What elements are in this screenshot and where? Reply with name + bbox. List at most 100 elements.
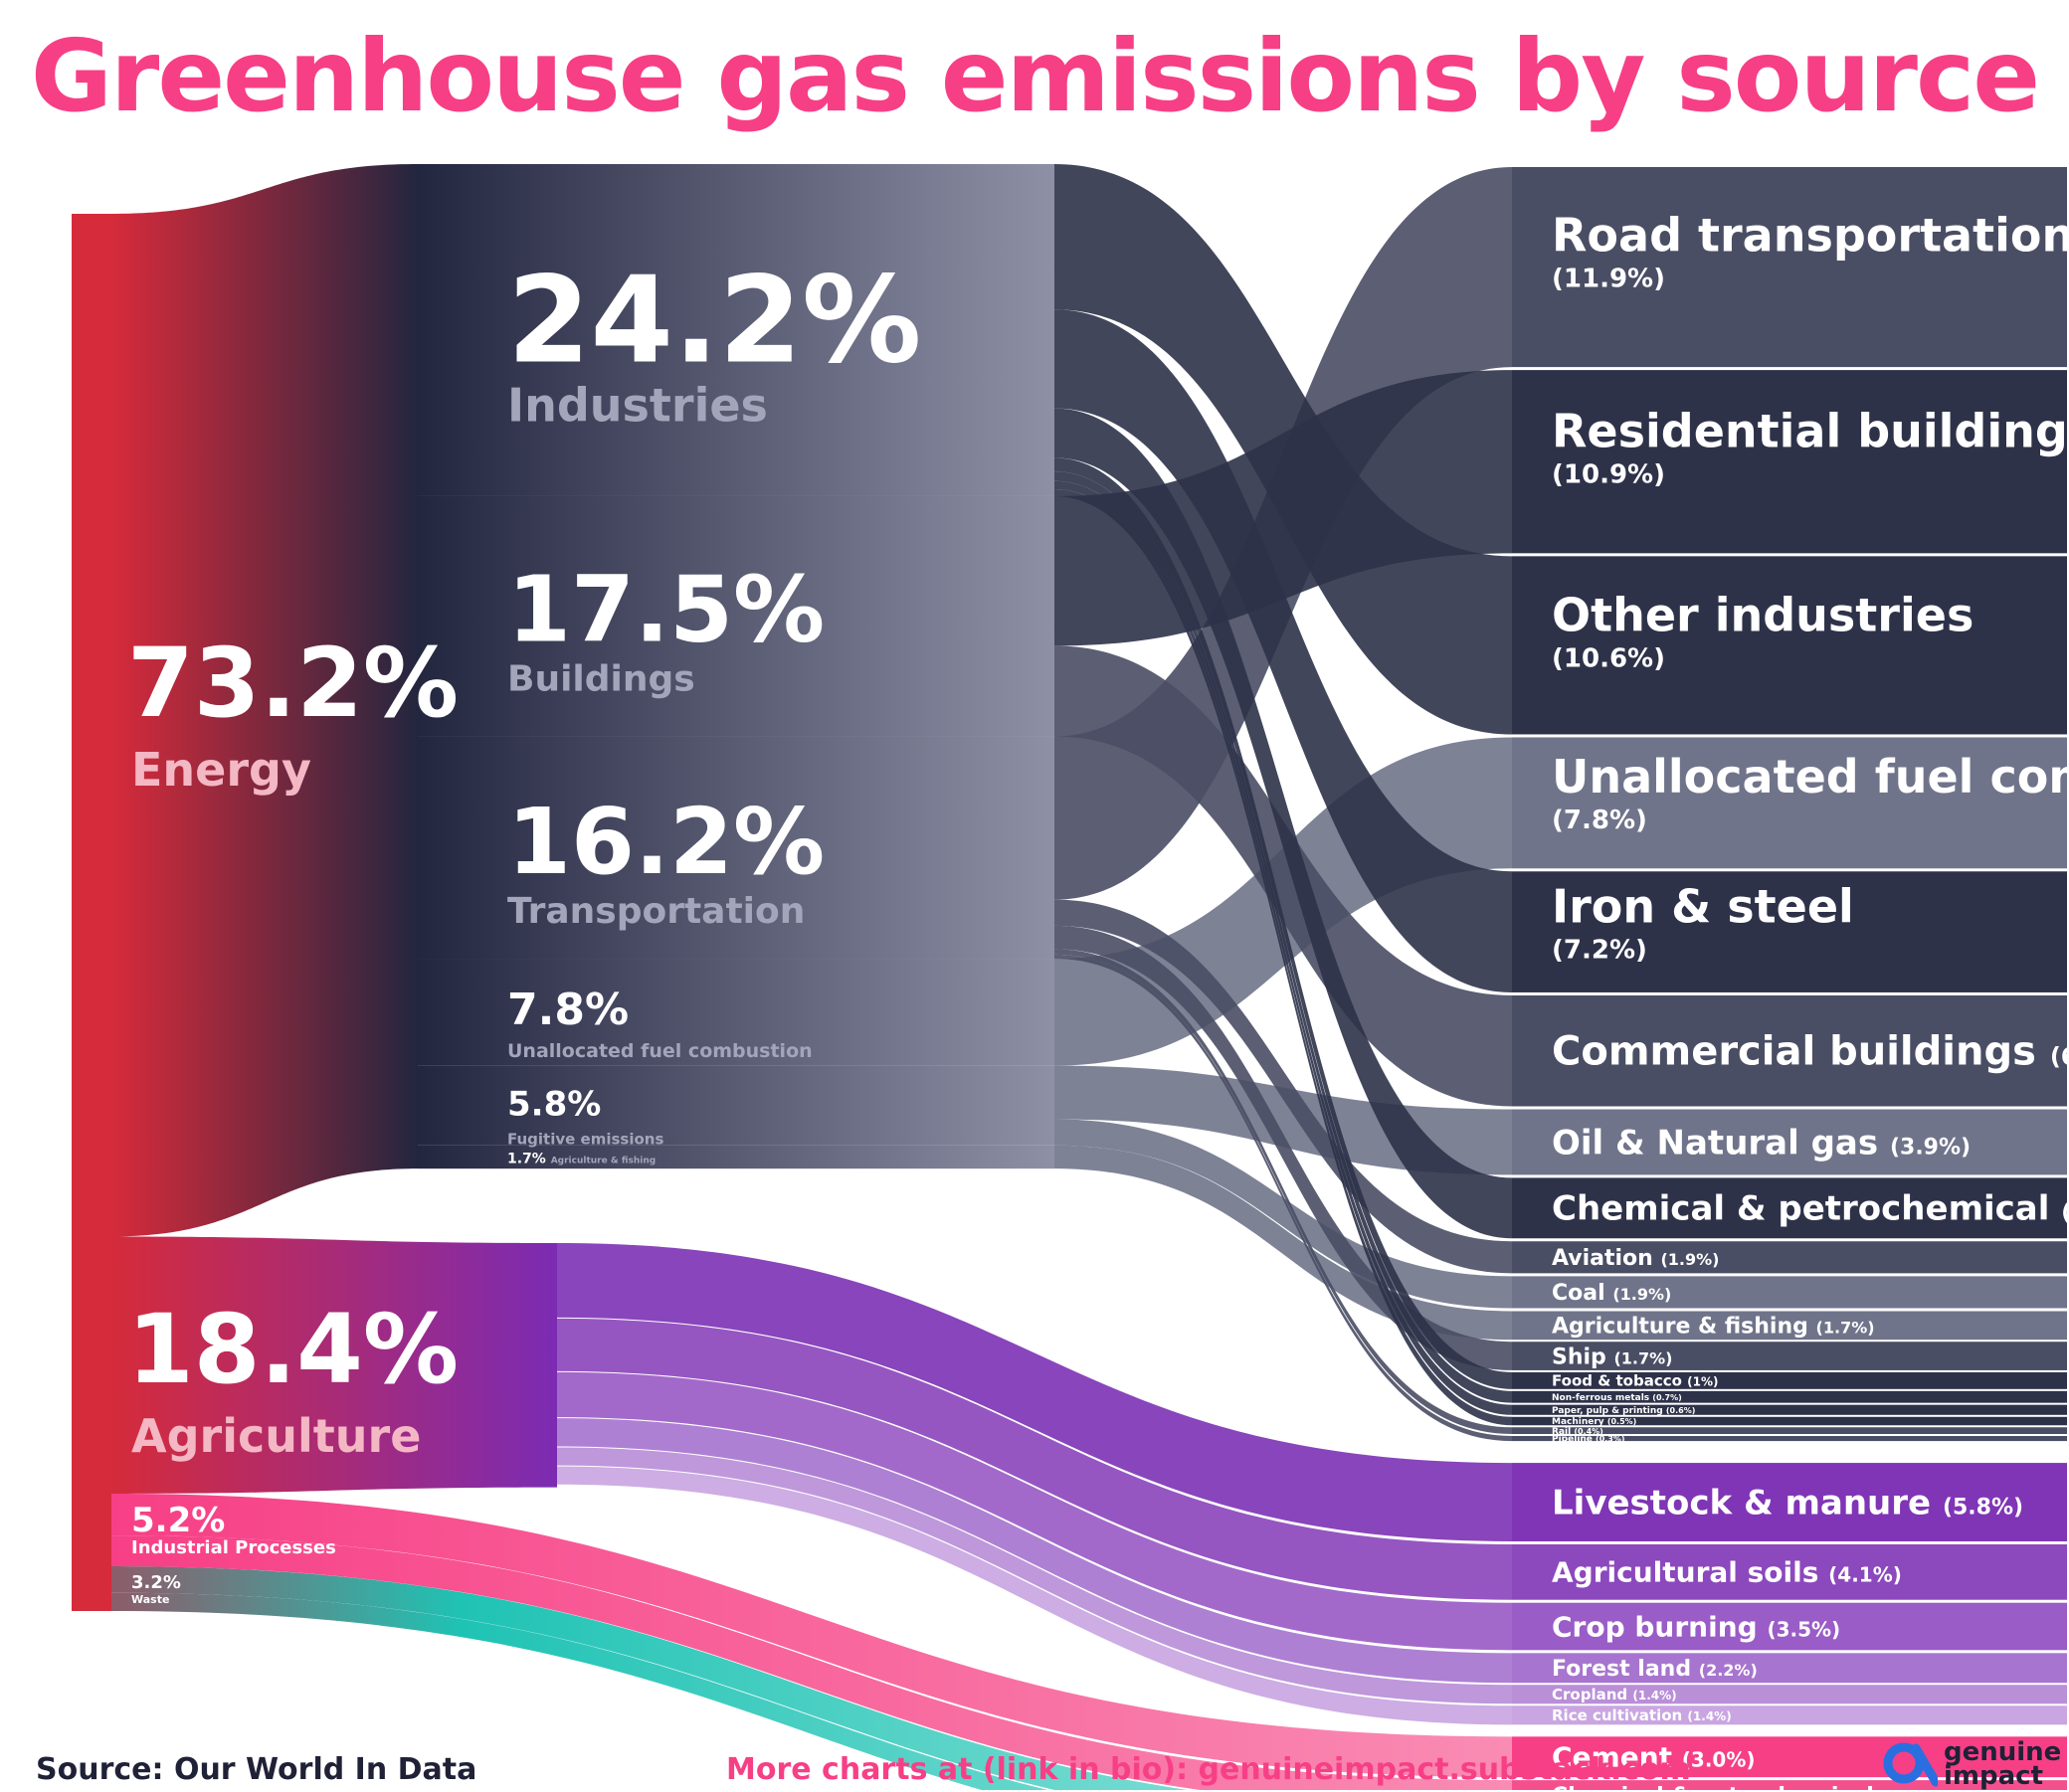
category-name: Ship [1552, 1344, 1613, 1369]
pct-other-industries: (10.6%) [1552, 644, 1665, 674]
category-name: Food & tobacco [1552, 1372, 1687, 1390]
node-pct-fugitive: 5.8% [507, 1084, 601, 1124]
pct-unallocated-fuel-combustion: (7.8%) [1552, 806, 1647, 835]
label-pipeline-17: Pipeline (0.3%) [1552, 1435, 1625, 1445]
category-name: Paper, pulp & printing [1552, 1406, 1666, 1416]
source-column [72, 214, 111, 1611]
node-agfish [418, 1145, 1054, 1169]
category-pct: (1.9%) [1660, 1250, 1719, 1269]
flow-livestock-manure [557, 1243, 1512, 1541]
category-name: Agricultural soils [1552, 1556, 1828, 1589]
flow-chemical-petrochemical-industrial [111, 1535, 1512, 1790]
flow-crop-burning [557, 1371, 1512, 1651]
flow-food-tobacco [1054, 457, 1512, 1389]
category-pct: (0.4%) [1574, 1427, 1603, 1436]
category-pct: (1.4%) [1632, 1689, 1676, 1702]
flow-machinery [1054, 489, 1512, 1426]
brand-line-2: impact [1944, 1761, 2044, 1791]
flow-energy [111, 164, 418, 1237]
label-other-industries: Other industries [1552, 589, 1974, 642]
category-name: Forest land [1552, 1657, 1699, 1682]
brand-line-1: genuine [1944, 1737, 2062, 1767]
node-pct-transportation: 16.2% [507, 789, 825, 895]
pct-road-transportation: (11.9%) [1552, 264, 1665, 293]
brand-name: genuine impact [1944, 1737, 2062, 1791]
category-pct: (1.7%) [1613, 1348, 1672, 1367]
bar-rail-16 [1512, 1427, 2067, 1435]
bar-commercial-buildings-5 [1512, 994, 2067, 1107]
node-pct-unallocated: 7.8% [507, 985, 629, 1035]
pct-iron-steel: (7.2%) [1552, 935, 1647, 965]
node-pct: 1.7% [507, 1151, 551, 1166]
node-fugitive [418, 1065, 1054, 1146]
category-name: Machinery [1552, 1417, 1607, 1427]
bar-oil-natural-gas-6 [1512, 1109, 2067, 1175]
category-name: Commercial buildings [1552, 1029, 2050, 1075]
flow-iron-steel [1054, 309, 1512, 992]
bar-paper-pulp-printing-14 [1512, 1404, 2067, 1415]
node-label-buildings: Buildings [507, 658, 695, 699]
category-name: Oil & Natural gas [1552, 1123, 1890, 1163]
bar-non-ferrous-metals-13 [1512, 1390, 2067, 1403]
category-pct: (3.0%) [1682, 1748, 1756, 1772]
bar-cement-24 [1512, 1736, 2067, 1778]
bar-other-industries-2 [1512, 556, 2067, 735]
label-road-transportation: Road transportation [1552, 208, 2069, 262]
category-name: Non-ferrous metals [1552, 1393, 1652, 1403]
category-pct: (4.1%) [1828, 1563, 1902, 1587]
source-note: Source: Our World In Data [36, 1752, 477, 1787]
label-unallocated-fuel-combustion: Unallocated fuel combustion [1552, 750, 2069, 804]
flow-agriculture [111, 1236, 557, 1494]
category-name: Livestock & manure [1552, 1483, 1943, 1523]
flow-rice-cultivation [557, 1466, 1512, 1725]
flow-agricultural-soils [557, 1318, 1512, 1600]
category-pct: (1.7%) [1816, 1319, 1875, 1338]
flow-cement-industrial [111, 1493, 1512, 1778]
label-crop-burning-20: Crop burning (3.5%) [1552, 1610, 1840, 1643]
flow-pipeline [1054, 954, 1512, 1442]
node-buildings [418, 495, 1054, 737]
node-label: Agriculture & fishing [551, 1156, 657, 1165]
category-pct: (1.4%) [1687, 1709, 1731, 1723]
source-pct-waste: 3.2% [131, 1572, 181, 1593]
flow-paper-pulp-printing [1054, 480, 1512, 1415]
label-oil-natural-gas-6: Oil & Natural gas (3.9%) [1552, 1123, 1971, 1163]
category-pct: (6.6%) [2050, 1043, 2069, 1071]
category-name: Crop burning [1552, 1610, 1767, 1643]
label-aviation-8: Aviation (1.9%) [1552, 1246, 1719, 1271]
flow-non-ferrous-metals [1054, 471, 1512, 1403]
flow-coal [1054, 1119, 1512, 1309]
flow-landfills-waste [111, 1566, 1189, 1790]
category-pct: (1%) [1687, 1375, 1718, 1389]
node-unallocated [418, 959, 1054, 1066]
flow-agriculture-fishing [1054, 1145, 1512, 1341]
category-pct: (0.5%) [1607, 1417, 1637, 1426]
node-pct-industries: 24.2% [507, 252, 921, 390]
label-residential-buildings: Residential buildings [1552, 404, 2069, 457]
bar-crop-burning-20 [1512, 1602, 2067, 1651]
flow-layer [111, 164, 1512, 1790]
chart-title: Greenhouse gas emissions by source [30, 18, 2040, 134]
label-iron-steel: Iron & steel [1552, 879, 1854, 933]
bar-agriculture-fishing-10 [1512, 1311, 2067, 1341]
more-charts-link[interactable]: More charts at (link in bio): genuineimp… [726, 1752, 1691, 1787]
source-label-energy: Energy [131, 743, 311, 797]
node-label-transportation: Transportation [507, 891, 805, 932]
bar-iron-steel-4 [1512, 871, 2067, 992]
source-label-agriculture: Agriculture [131, 1409, 421, 1463]
bar-livestock-manure-18 [1512, 1463, 2067, 1541]
category-bar-layer [72, 167, 2067, 1790]
category-name: Aviation [1552, 1246, 1660, 1271]
category-name: Rail [1552, 1427, 1574, 1437]
category-name: Chemical & petrochemical [1552, 1189, 2061, 1229]
flow-aviation [1054, 899, 1512, 1274]
label-cropland-22: Cropland (1.4%) [1552, 1686, 1677, 1703]
source-label-industrial: Industrial Processes [131, 1537, 336, 1558]
node-label-unallocated: Unallocated fuel combustion [507, 1040, 813, 1062]
label-agricultural-soils-19: Agricultural soils (4.1%) [1552, 1556, 1902, 1589]
category-pct: (2.2%) [1881, 1788, 1940, 1790]
flow-commercial-buildings [1054, 645, 1512, 1107]
category-name: Coal [1552, 1281, 1612, 1306]
label-forest-land-21: Forest land (2.2%) [1552, 1657, 1758, 1682]
